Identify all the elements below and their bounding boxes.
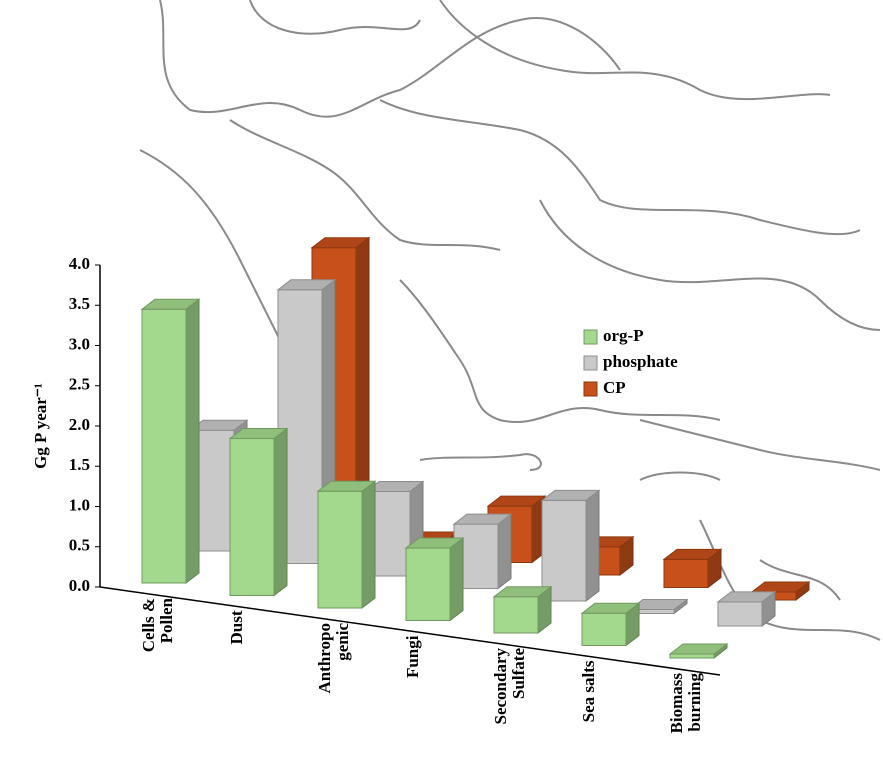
bar-top	[716, 591, 777, 603]
bar-side	[585, 489, 600, 603]
bar-side	[449, 537, 464, 622]
x-tick-label: burning	[685, 673, 704, 732]
bar	[541, 499, 587, 602]
bar	[669, 653, 715, 659]
bar-top	[452, 513, 513, 525]
x-tick-label: Biomass	[667, 673, 686, 734]
bar-top	[310, 237, 371, 249]
bar-top	[668, 643, 729, 655]
x-tick-label: Anthropo	[315, 623, 334, 694]
bar-top	[750, 581, 811, 593]
bar-top	[140, 298, 201, 310]
bar	[663, 558, 709, 589]
y-tick-label: 3.5	[69, 294, 90, 313]
x-tick-label: genic	[333, 623, 352, 661]
x-axis	[99, 586, 721, 676]
legend-swatch	[583, 355, 598, 371]
legend-label: org-P	[603, 326, 644, 345]
x-tick-label: Cells &	[139, 598, 158, 652]
x-tick-label: Secondary	[491, 648, 510, 725]
y-tick-label: 2.5	[69, 375, 90, 394]
bar-top	[486, 495, 547, 507]
y-tick-label: 4.0	[69, 254, 90, 273]
bar-side	[273, 427, 288, 597]
y-tick-label: 1.0	[69, 495, 90, 514]
bar	[141, 308, 187, 584]
bar-top	[662, 548, 723, 560]
y-tick-label: 3.0	[69, 334, 90, 353]
bar-side	[361, 480, 376, 610]
bar	[493, 596, 539, 634]
x-tick-label: Fungi	[403, 635, 422, 678]
y-axis-title: Gg P year⁻¹	[31, 383, 50, 469]
bar-top	[316, 480, 377, 492]
x-tick-label: Pollen	[157, 597, 176, 643]
legend-swatch	[583, 381, 598, 397]
y-tick-label: 0.5	[69, 536, 90, 555]
y-tick-label: 1.5	[69, 455, 90, 474]
x-tick-label: Dust	[227, 610, 246, 644]
y-tick-label: 0.0	[69, 576, 90, 595]
legend-label: phosphate	[603, 352, 678, 371]
bar	[317, 490, 363, 609]
bar-side	[185, 298, 200, 585]
bar	[229, 438, 275, 596]
bar-top	[228, 428, 289, 440]
bar	[405, 547, 451, 621]
bar-top	[404, 537, 465, 549]
y-tick-label: 2.0	[69, 415, 90, 434]
bar-top	[276, 279, 337, 291]
bar	[717, 601, 763, 627]
bar-top	[540, 489, 601, 501]
legend-swatch	[583, 329, 598, 345]
x-tick-label: Sulfate	[509, 648, 528, 699]
bar-top	[492, 586, 553, 598]
bar	[581, 612, 627, 646]
x-tick-label: Sea salts	[579, 660, 598, 722]
bar-side	[497, 513, 512, 590]
bar-top	[580, 602, 641, 614]
legend-label: CP	[603, 378, 626, 397]
